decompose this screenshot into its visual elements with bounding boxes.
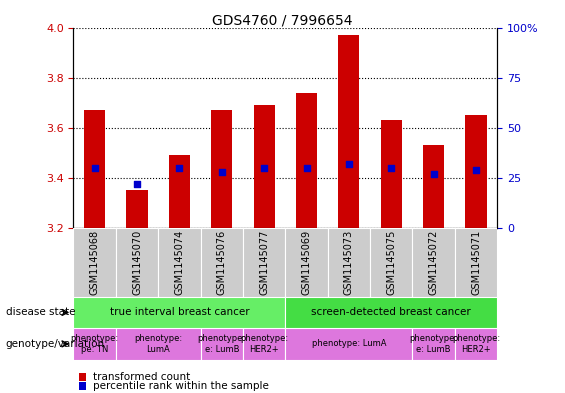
Bar (169, 155, 190, 228)
Point (302, 165, 311, 171)
Point (217, 169, 226, 175)
Bar (338, 35, 359, 228)
Text: GSM1145068: GSM1145068 (90, 230, 99, 295)
Text: screen-detected breast cancer: screen-detected breast cancer (311, 307, 471, 318)
Bar (116, 328, 201, 360)
Text: phenotype:
e: LumB: phenotype: e: LumB (410, 334, 458, 354)
Text: GSM1145075: GSM1145075 (386, 230, 396, 296)
Point (471, 167, 480, 173)
Bar (73, 328, 116, 360)
Text: phenotype:
e: LumB: phenotype: e: LumB (198, 334, 246, 354)
Text: GDS4760 / 7996654: GDS4760 / 7996654 (212, 14, 353, 28)
Text: phenotype:
HER2+: phenotype: HER2+ (452, 334, 500, 354)
Bar (79, 382, 86, 390)
Bar (201, 228, 243, 297)
Bar (127, 190, 147, 228)
Point (175, 165, 184, 171)
Bar (201, 328, 243, 360)
Text: GSM1145070: GSM1145070 (132, 230, 142, 295)
Bar (73, 228, 116, 297)
Text: phenotype:
pe: TN: phenotype: pe: TN (71, 334, 119, 354)
Point (90, 165, 99, 171)
Point (429, 171, 438, 177)
Text: GSM1145071: GSM1145071 (471, 230, 481, 295)
Text: GSM1145077: GSM1145077 (259, 230, 269, 296)
Text: phenotype:
HER2+: phenotype: HER2+ (240, 334, 288, 354)
Point (386, 165, 396, 171)
Bar (412, 328, 455, 360)
Bar (73, 297, 285, 328)
Bar (370, 228, 412, 297)
Bar (211, 110, 232, 228)
Bar (455, 228, 497, 297)
Bar (285, 297, 497, 328)
Bar (158, 228, 201, 297)
Bar (254, 105, 275, 228)
Text: GSM1145072: GSM1145072 (429, 230, 438, 296)
Text: phenotype:
LumA: phenotype: LumA (134, 334, 182, 354)
Text: percentile rank within the sample: percentile rank within the sample (93, 381, 269, 391)
Bar (466, 115, 486, 228)
Bar (84, 110, 105, 228)
Bar (423, 145, 444, 228)
Bar (381, 120, 402, 228)
Point (344, 161, 354, 167)
Text: transformed count: transformed count (93, 372, 190, 382)
Bar (79, 373, 86, 381)
Bar (328, 228, 370, 297)
Bar (285, 228, 328, 297)
Bar (455, 328, 497, 360)
Text: GSM1145076: GSM1145076 (217, 230, 227, 295)
Text: phenotype: LumA: phenotype: LumA (312, 340, 386, 348)
Bar (116, 228, 158, 297)
Point (259, 165, 269, 171)
Bar (285, 328, 412, 360)
Text: genotype/variation: genotype/variation (6, 339, 105, 349)
Point (132, 181, 141, 187)
Text: true interval breast cancer: true interval breast cancer (110, 307, 249, 318)
Text: disease state: disease state (6, 307, 75, 318)
Text: GSM1145074: GSM1145074 (175, 230, 184, 295)
Bar (296, 93, 317, 228)
Bar (243, 328, 285, 360)
Text: GSM1145073: GSM1145073 (344, 230, 354, 295)
Bar (412, 228, 455, 297)
Text: GSM1145069: GSM1145069 (302, 230, 311, 295)
Bar (243, 228, 285, 297)
